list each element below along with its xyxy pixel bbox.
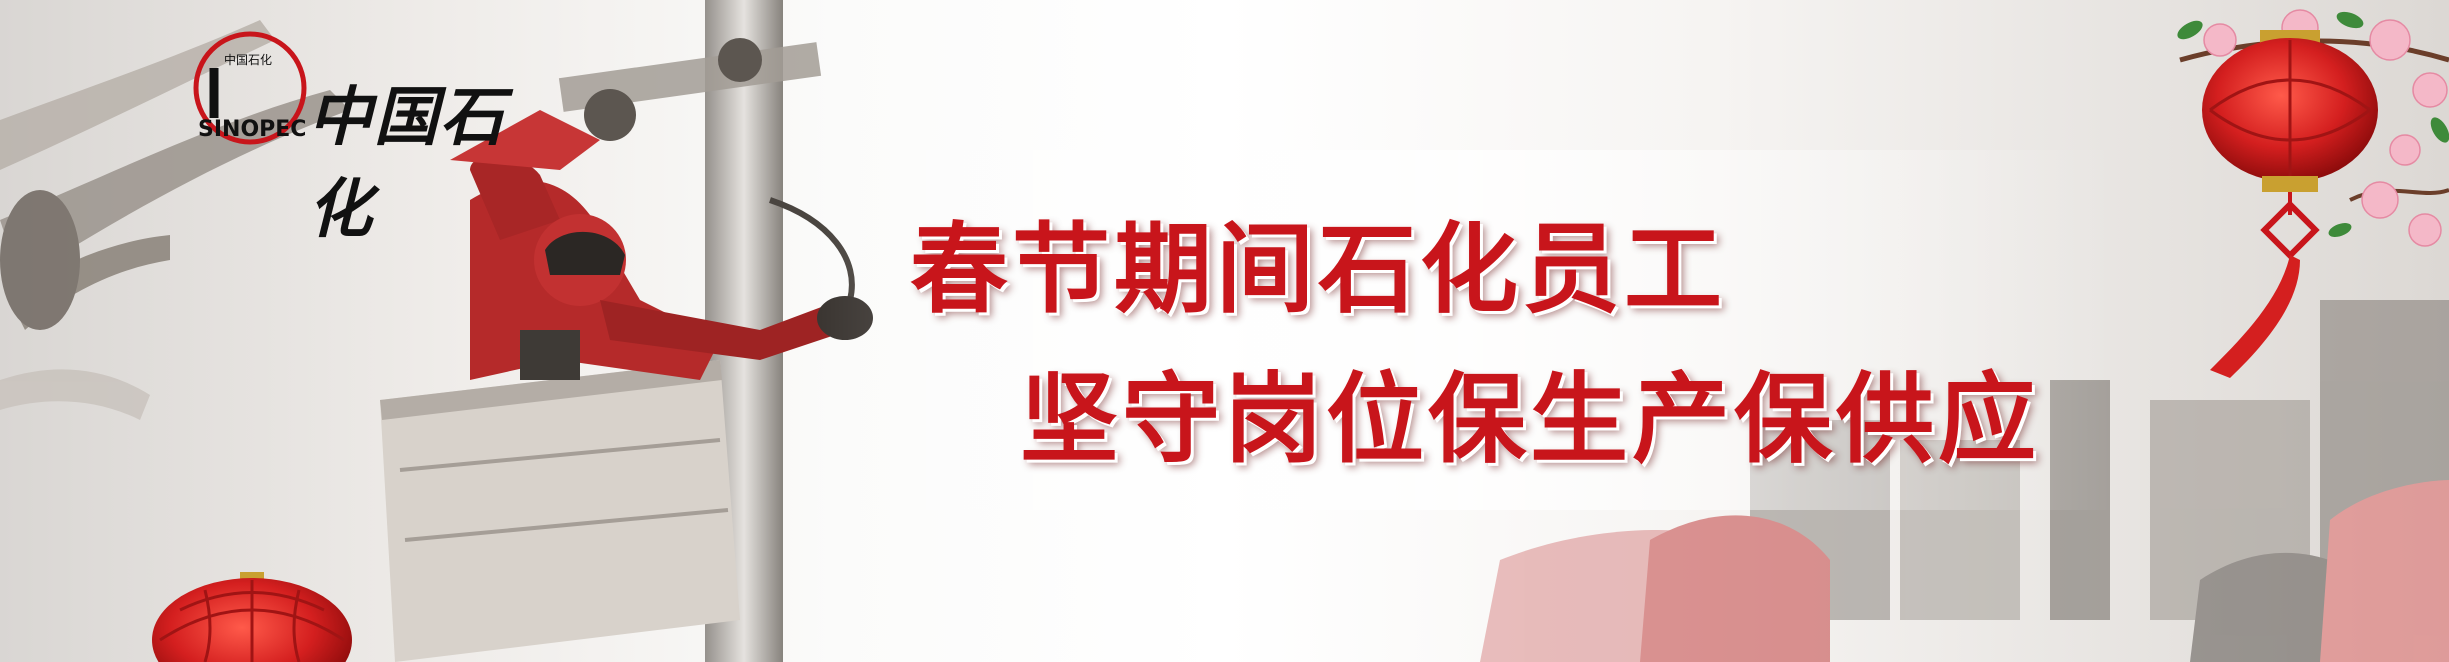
sinopec-chinese-wordmark: 中国石化 <box>308 80 506 247</box>
sinopec-emblem-icon: 中国石化 SINOPEC <box>193 31 307 145</box>
sinopec-logo: 中国石化 SINOPEC 中国石化 <box>190 28 550 247</box>
aerial-bucket <box>380 360 740 662</box>
svg-text:中国石化: 中国石化 <box>224 52 272 67</box>
snowy-tree <box>0 20 350 420</box>
chinese-knot-icon <box>2210 192 2320 378</box>
headline-mist <box>820 150 2120 510</box>
red-lantern-bottom <box>152 572 352 662</box>
headline-line-2: 坚守岗位保生产保供应 <box>1020 363 2041 477</box>
red-lantern-icon <box>2177 9 2449 378</box>
headline-line-1: 春节期间石化员工 <box>910 213 1727 327</box>
svg-text:SINOPEC: SINOPEC <box>198 117 306 142</box>
